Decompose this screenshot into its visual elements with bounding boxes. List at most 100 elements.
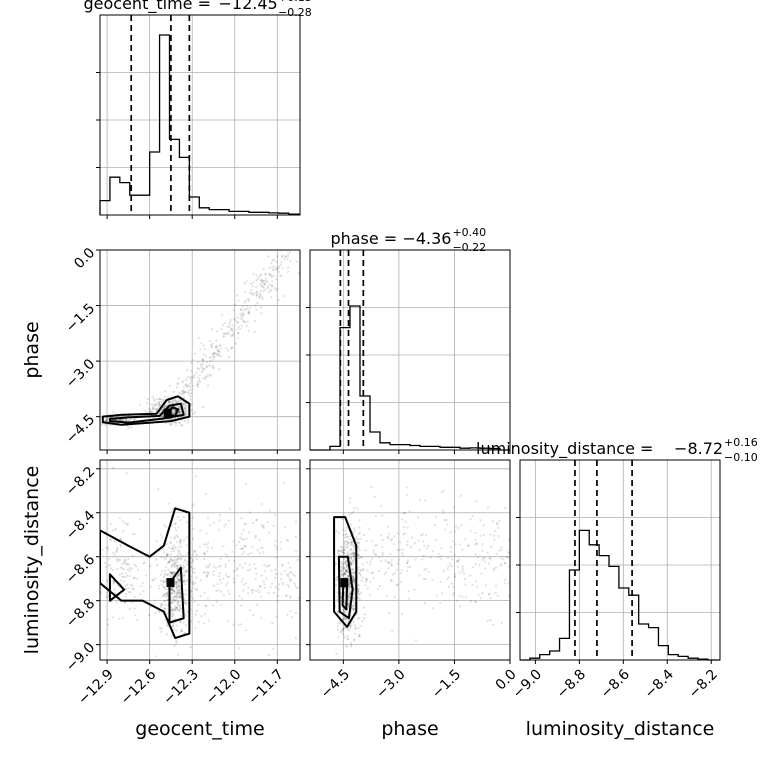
sample-point <box>181 392 184 396</box>
sample-point <box>163 405 166 408</box>
sample-point <box>496 522 499 525</box>
sample-point <box>345 563 348 566</box>
sample-point <box>177 406 181 409</box>
sample-point <box>297 247 299 249</box>
sample-point <box>179 393 183 396</box>
sample-point <box>169 557 172 560</box>
sample-point <box>122 568 125 571</box>
sample-point <box>171 614 174 617</box>
sample-point <box>340 568 343 571</box>
sample-point <box>215 353 218 356</box>
sample-point <box>174 536 177 539</box>
sample-point <box>348 592 352 595</box>
sample-point <box>346 603 350 606</box>
sample-point <box>178 408 182 411</box>
sample-point <box>387 561 390 565</box>
sample-point <box>170 573 173 576</box>
sample-point <box>212 573 215 576</box>
sample-point <box>295 587 298 590</box>
sample-point <box>357 596 360 599</box>
sample-point <box>182 385 186 388</box>
sample-point <box>203 552 206 556</box>
sample-point <box>359 624 362 628</box>
sample-point <box>114 527 117 530</box>
x-tick-label: −12.3 <box>160 666 202 708</box>
sample-point <box>176 404 179 408</box>
sample-point <box>491 520 494 523</box>
sample-point <box>348 579 351 582</box>
sample-point <box>237 299 240 302</box>
sample-point <box>381 551 384 554</box>
sample-point <box>348 583 351 586</box>
sample-point <box>263 583 266 586</box>
sample-point <box>117 558 120 561</box>
sample-point <box>107 548 110 551</box>
sample-point <box>197 382 200 386</box>
sample-point <box>123 601 126 604</box>
sample-point <box>246 304 249 308</box>
sample-point <box>100 423 103 426</box>
sample-point <box>177 582 180 585</box>
sample-point <box>191 582 194 585</box>
sample-point <box>369 560 372 563</box>
sample-point <box>191 559 195 563</box>
sample-point <box>204 377 207 381</box>
sample-point <box>107 623 110 626</box>
sample-point <box>258 585 262 588</box>
sample-point <box>239 564 242 567</box>
sample-point <box>348 593 352 596</box>
sample-point <box>350 557 353 560</box>
sample-point <box>171 598 175 601</box>
sample-point <box>134 614 137 617</box>
sample-point <box>158 397 161 401</box>
sample-point <box>225 573 228 576</box>
sample-point <box>421 558 424 561</box>
sample-point <box>166 573 170 576</box>
sample-point <box>259 294 262 297</box>
sample-point <box>176 564 179 567</box>
sample-point <box>175 639 178 643</box>
sample-point <box>179 591 182 594</box>
sample-point <box>396 549 400 552</box>
sample-point <box>230 327 233 330</box>
sample-point <box>145 402 148 405</box>
sample-point <box>125 472 128 475</box>
sample-point <box>346 635 349 638</box>
sample-point <box>194 475 197 478</box>
sample-point <box>114 592 117 595</box>
sample-point <box>104 419 107 422</box>
sample-point <box>334 562 337 565</box>
sample-point <box>92 508 94 510</box>
sample-point <box>179 614 182 618</box>
sample-point <box>239 308 243 311</box>
sample-point <box>166 588 169 591</box>
sample-point <box>178 421 181 424</box>
sample-point <box>126 557 130 561</box>
sample-point <box>155 403 158 407</box>
sample-point <box>423 544 426 548</box>
sample-point <box>174 421 178 424</box>
sample-point <box>361 619 364 623</box>
sample-point <box>346 540 349 544</box>
sample-point <box>227 589 230 592</box>
sample-point <box>285 538 288 542</box>
sample-point <box>351 604 354 607</box>
sample-point <box>473 543 476 546</box>
sample-point <box>287 253 290 256</box>
sample-point <box>185 570 188 574</box>
sample-point <box>358 549 361 552</box>
title-luminosity_distance: luminosity_distance = −8.72 +0.16−0.10 <box>476 436 758 464</box>
sample-point <box>455 599 458 602</box>
sample-point <box>177 377 180 380</box>
sample-point <box>118 573 122 576</box>
sample-point <box>171 589 174 593</box>
sample-point <box>240 324 243 327</box>
sample-point <box>219 564 222 567</box>
sample-point <box>219 343 222 347</box>
sample-point <box>177 573 180 577</box>
sample-point <box>109 538 112 541</box>
sample-point <box>343 572 346 576</box>
sample-point <box>160 602 163 605</box>
sample-point <box>297 597 300 600</box>
sample-point <box>347 575 350 578</box>
